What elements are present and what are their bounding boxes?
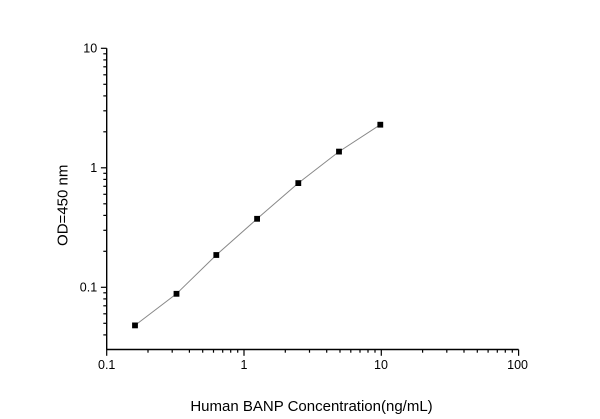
- svg-text:1: 1: [241, 358, 248, 372]
- svg-text:0.1: 0.1: [98, 358, 115, 372]
- svg-text:1: 1: [90, 161, 97, 175]
- svg-text:OD=450 nm: OD=450 nm: [55, 165, 72, 246]
- svg-text:0.1: 0.1: [80, 281, 97, 295]
- svg-text:10: 10: [374, 358, 388, 372]
- svg-text:Human BANP Concentration(ng/mL: Human BANP Concentration(ng/mL): [190, 398, 432, 415]
- svg-text:10: 10: [83, 42, 97, 56]
- svg-text:100: 100: [507, 358, 528, 372]
